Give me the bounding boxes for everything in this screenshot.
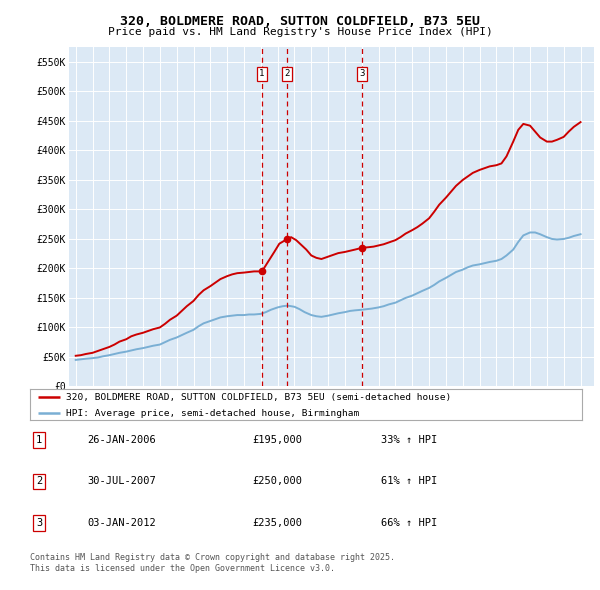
Text: HPI: Average price, semi-detached house, Birmingham: HPI: Average price, semi-detached house,… — [66, 409, 359, 418]
Text: 30-JUL-2007: 30-JUL-2007 — [87, 477, 156, 486]
Text: £250,000: £250,000 — [252, 477, 302, 486]
Text: 26-JAN-2006: 26-JAN-2006 — [87, 435, 156, 445]
Text: 2: 2 — [285, 69, 290, 78]
Text: 03-JAN-2012: 03-JAN-2012 — [87, 518, 156, 527]
Text: Contains HM Land Registry data © Crown copyright and database right 2025.
This d: Contains HM Land Registry data © Crown c… — [30, 553, 395, 573]
Text: 3: 3 — [36, 518, 42, 527]
Text: 2: 2 — [36, 477, 42, 486]
Text: £195,000: £195,000 — [252, 435, 302, 445]
Text: 3: 3 — [359, 69, 365, 78]
Text: £235,000: £235,000 — [252, 518, 302, 527]
Text: 33% ↑ HPI: 33% ↑ HPI — [381, 435, 437, 445]
Text: 66% ↑ HPI: 66% ↑ HPI — [381, 518, 437, 527]
Text: 61% ↑ HPI: 61% ↑ HPI — [381, 477, 437, 486]
Text: 320, BOLDMERE ROAD, SUTTON COLDFIELD, B73 5EU (semi-detached house): 320, BOLDMERE ROAD, SUTTON COLDFIELD, B7… — [66, 392, 451, 402]
Text: 1: 1 — [259, 69, 265, 78]
Text: Price paid vs. HM Land Registry's House Price Index (HPI): Price paid vs. HM Land Registry's House … — [107, 27, 493, 37]
Text: 320, BOLDMERE ROAD, SUTTON COLDFIELD, B73 5EU: 320, BOLDMERE ROAD, SUTTON COLDFIELD, B7… — [120, 15, 480, 28]
Text: 1: 1 — [36, 435, 42, 445]
